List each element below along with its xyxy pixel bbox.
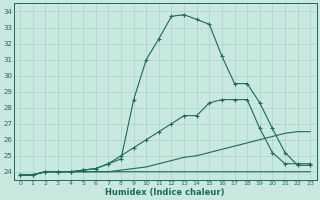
- X-axis label: Humidex (Indice chaleur): Humidex (Indice chaleur): [106, 188, 225, 197]
